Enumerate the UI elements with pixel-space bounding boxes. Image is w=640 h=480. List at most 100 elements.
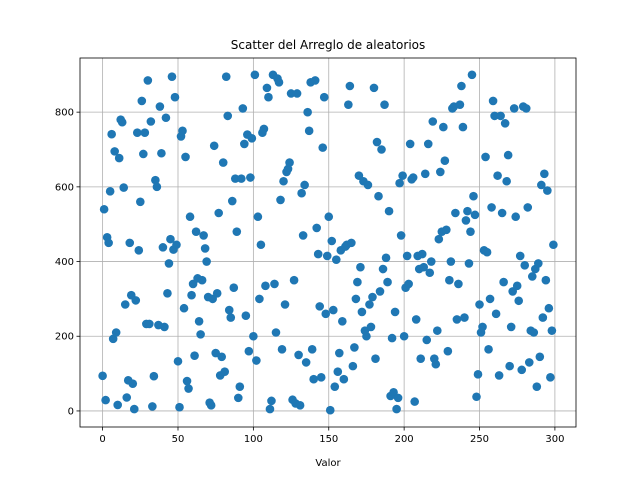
point <box>197 275 207 285</box>
point <box>328 305 338 315</box>
point <box>229 283 239 292</box>
point <box>101 395 110 405</box>
point <box>547 326 557 335</box>
point <box>277 345 287 354</box>
point <box>335 348 344 358</box>
point <box>446 257 456 266</box>
point <box>494 371 504 380</box>
point <box>315 302 325 311</box>
point <box>117 117 127 127</box>
point <box>390 307 400 317</box>
point <box>375 287 385 296</box>
point <box>506 322 516 332</box>
point <box>422 335 432 345</box>
point <box>152 182 162 192</box>
point <box>411 315 421 324</box>
point <box>286 89 296 98</box>
point <box>544 303 554 313</box>
point <box>321 309 331 319</box>
point <box>276 195 285 205</box>
point <box>353 277 362 287</box>
point <box>187 290 196 300</box>
point <box>535 352 545 362</box>
point <box>345 81 355 91</box>
point <box>451 208 460 218</box>
point <box>470 210 480 220</box>
point <box>478 322 487 332</box>
point <box>271 328 281 337</box>
point <box>259 124 269 134</box>
point <box>392 404 401 414</box>
point <box>348 361 358 371</box>
point <box>455 100 465 109</box>
point <box>509 104 519 113</box>
point <box>132 128 142 137</box>
point <box>493 171 502 180</box>
point <box>155 102 165 111</box>
point <box>527 272 537 281</box>
point <box>129 404 139 414</box>
axes-frame <box>79 57 577 428</box>
point <box>433 326 442 335</box>
point <box>232 227 242 236</box>
point <box>312 223 321 233</box>
point <box>416 354 426 363</box>
point <box>158 243 168 252</box>
point <box>487 203 496 212</box>
point <box>546 373 555 382</box>
point <box>300 180 309 190</box>
point <box>163 288 172 298</box>
point <box>298 231 308 240</box>
point <box>410 397 419 406</box>
point <box>209 141 219 151</box>
point <box>181 152 190 162</box>
point <box>365 300 374 309</box>
point <box>497 208 507 218</box>
point <box>297 188 306 198</box>
point <box>151 175 160 185</box>
point <box>532 382 542 391</box>
point <box>517 365 527 375</box>
point <box>362 331 371 341</box>
point <box>247 133 257 143</box>
point <box>443 346 453 356</box>
point <box>310 76 320 85</box>
point <box>338 317 347 326</box>
point <box>372 137 382 147</box>
point <box>301 358 311 367</box>
point <box>534 259 543 268</box>
point <box>327 236 337 246</box>
point <box>463 206 472 216</box>
point <box>110 147 119 156</box>
point <box>182 376 192 386</box>
point <box>309 374 318 384</box>
y-tick-label: 800 <box>55 108 74 119</box>
point <box>521 104 531 113</box>
point <box>185 212 195 222</box>
point <box>500 119 510 128</box>
point <box>105 187 115 196</box>
point <box>160 322 169 332</box>
point <box>233 393 243 403</box>
point <box>543 186 552 195</box>
point <box>262 83 272 93</box>
point <box>515 251 525 261</box>
point <box>442 225 451 235</box>
point <box>206 401 216 410</box>
point <box>175 402 184 412</box>
point <box>529 328 539 337</box>
point <box>238 104 248 113</box>
point <box>196 330 205 339</box>
point <box>161 113 171 123</box>
y-tick-label: 0 <box>68 406 74 417</box>
point <box>202 257 211 266</box>
x-tick-label: 150 <box>319 434 338 445</box>
point <box>374 191 383 201</box>
point <box>485 294 495 304</box>
point <box>146 117 156 126</box>
point <box>538 313 548 322</box>
point <box>420 169 430 179</box>
